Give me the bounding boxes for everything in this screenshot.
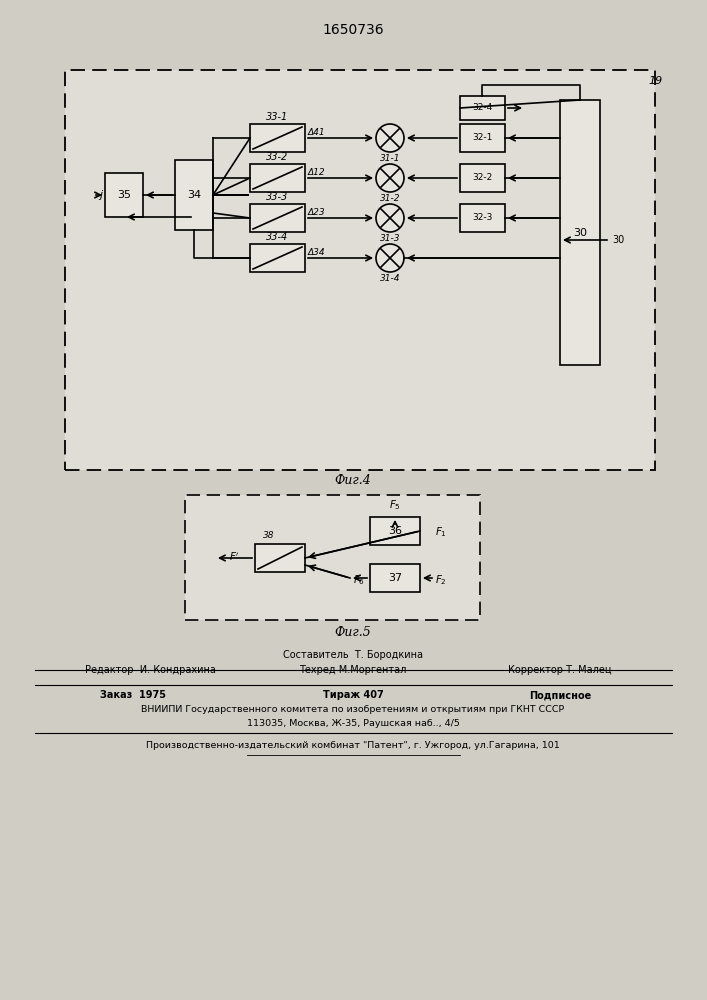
Bar xyxy=(460,124,505,152)
Text: Δ41: Δ41 xyxy=(308,128,326,137)
Bar xyxy=(65,70,655,470)
Text: Редактор  И. Кондрахина: Редактор И. Кондрахина xyxy=(85,665,216,675)
Text: 32-2: 32-2 xyxy=(472,174,493,182)
Bar xyxy=(250,244,305,272)
Text: $F'$: $F'$ xyxy=(229,551,240,563)
Text: 33-1: 33-1 xyxy=(267,112,288,122)
Text: 32-4: 32-4 xyxy=(472,104,493,112)
Bar xyxy=(175,160,213,230)
Text: 30: 30 xyxy=(612,235,624,245)
Text: 30: 30 xyxy=(573,228,587,237)
Text: $F_1$: $F_1$ xyxy=(435,525,447,539)
Bar xyxy=(460,164,505,192)
Text: $F_2$: $F_2$ xyxy=(435,573,447,587)
Bar xyxy=(255,544,305,572)
Text: 19: 19 xyxy=(648,76,662,86)
Text: $F_5$: $F_5$ xyxy=(389,498,401,512)
Bar xyxy=(370,517,420,545)
Bar xyxy=(370,564,420,592)
Text: Δ23: Δ23 xyxy=(308,208,326,217)
Text: 31-2: 31-2 xyxy=(380,194,400,203)
Text: 32-1: 32-1 xyxy=(472,133,493,142)
Text: Δ12: Δ12 xyxy=(308,168,326,177)
Text: 34: 34 xyxy=(187,190,201,200)
Circle shape xyxy=(376,164,404,192)
Text: Составитель  Т. Бородкина: Составитель Т. Бородкина xyxy=(283,650,423,660)
Bar xyxy=(105,173,143,217)
Bar xyxy=(460,204,505,232)
Circle shape xyxy=(376,204,404,232)
Text: ВНИИПИ Государственного комитета по изобретениям и открытиям при ГКНТ СССР: ВНИИПИ Государственного комитета по изоб… xyxy=(141,706,565,714)
Text: Корректор Т. Малец: Корректор Т. Малец xyxy=(508,665,612,675)
Text: Техред М.Моргентал: Техред М.Моргентал xyxy=(299,665,407,675)
Circle shape xyxy=(376,244,404,272)
Bar xyxy=(250,124,305,152)
Text: 33-4: 33-4 xyxy=(267,232,288,242)
Bar xyxy=(560,100,600,365)
Text: Тираж 407: Тираж 407 xyxy=(322,690,383,700)
Text: j: j xyxy=(99,190,102,200)
Text: Заказ  1975: Заказ 1975 xyxy=(100,690,166,700)
Bar xyxy=(185,495,480,620)
Circle shape xyxy=(376,124,404,152)
Text: Фиг.5: Фиг.5 xyxy=(334,626,371,639)
Text: 33-2: 33-2 xyxy=(267,152,288,162)
Text: Фиг.4: Фиг.4 xyxy=(334,474,371,487)
Text: 37: 37 xyxy=(388,573,402,583)
Text: 113035, Москва, Ж-35, Раушская наб.., 4/5: 113035, Москва, Ж-35, Раушская наб.., 4/… xyxy=(247,718,460,728)
Text: $F_6$: $F_6$ xyxy=(353,573,365,587)
Text: Производственно-издательский комбинат "Патент", г. Ужгород, ул.Гагарина, 101: Производственно-издательский комбинат "П… xyxy=(146,740,560,750)
Text: 31-4: 31-4 xyxy=(380,274,400,283)
Text: 1650736: 1650736 xyxy=(322,23,384,37)
Text: 38: 38 xyxy=(263,531,274,540)
Bar xyxy=(460,96,505,120)
Bar xyxy=(250,204,305,232)
Text: 32-3: 32-3 xyxy=(472,214,493,223)
Text: 36: 36 xyxy=(388,526,402,536)
Text: 33-3: 33-3 xyxy=(267,192,288,202)
Text: Подписное: Подписное xyxy=(529,690,591,700)
Bar xyxy=(250,164,305,192)
Text: Δ34: Δ34 xyxy=(308,248,326,257)
Text: 35: 35 xyxy=(117,190,131,200)
Text: 31-1: 31-1 xyxy=(380,154,400,163)
Text: 31-3: 31-3 xyxy=(380,234,400,243)
